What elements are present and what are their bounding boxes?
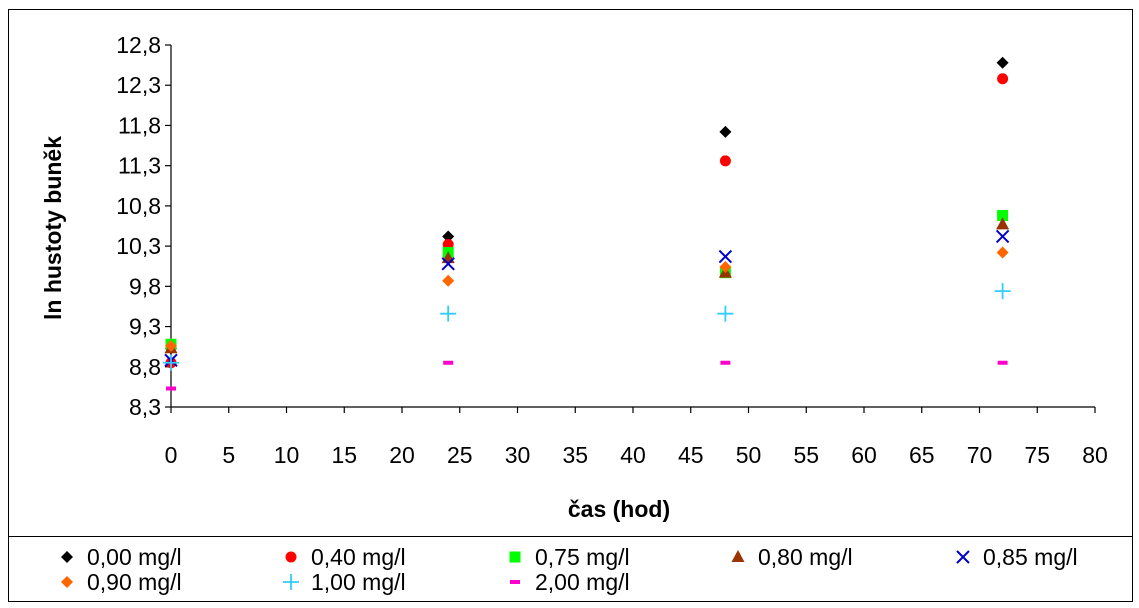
legend-label: 2,00 mg/l (535, 569, 630, 595)
data-point-series-5 (718, 249, 733, 264)
x-axis-title: čas (hod) (568, 496, 670, 522)
data-point-series-5 (995, 229, 1010, 244)
legend-marker-4 (731, 550, 745, 562)
data-point-series-2 (997, 73, 1009, 85)
data-point-series-2 (719, 155, 731, 167)
x-tick-label: 40 (620, 442, 646, 468)
data-point-series-6 (165, 339, 177, 352)
data-point-series-1 (719, 125, 732, 138)
legend-marker-6 (61, 576, 73, 588)
x-tick-label: 15 (331, 442, 357, 468)
legend-marker-3 (509, 551, 521, 563)
data-point-series-7 (440, 305, 457, 322)
data-point-series-6 (719, 261, 732, 274)
data-point-series-1 (996, 56, 1009, 69)
y-tick-label: 9,8 (129, 273, 161, 299)
x-tick-label: 75 (1024, 442, 1050, 468)
legend-label: 0,00 mg/l (87, 544, 182, 570)
chart-frame (8, 9, 1133, 602)
data-point-series-6 (442, 274, 455, 287)
x-tick-label: 0 (165, 442, 178, 468)
x-tick-label: 80 (1082, 442, 1108, 468)
x-tick-label: 35 (562, 442, 588, 468)
legend-marker-7 (283, 574, 299, 590)
y-tick-label: 11,8 (118, 112, 161, 138)
data-point-series-5 (441, 257, 455, 271)
data-point-series-7 (994, 283, 1011, 300)
data-point-series-6 (996, 246, 1009, 259)
data-point-series-7 (163, 354, 179, 371)
legend-label: 0,75 mg/l (535, 544, 630, 570)
legend-label: 0,80 mg/l (758, 544, 853, 570)
legend-label: 1,00 mg/l (311, 569, 406, 595)
legend-label: 0,85 mg/l (983, 544, 1078, 570)
x-tick-label: 25 (447, 442, 473, 468)
x-tick-label: 20 (389, 442, 415, 468)
legend-marker-8 (510, 580, 520, 584)
x-tick-label: 5 (222, 442, 235, 468)
y-tick-label: 9,3 (129, 314, 161, 340)
y-tick-label: 12,3 (116, 72, 161, 98)
data-point-series-8 (997, 360, 1008, 365)
y-tick-label: 10,8 (116, 193, 161, 219)
x-tick-label: 50 (736, 442, 762, 468)
x-tick-label: 65 (909, 442, 935, 468)
data-point-series-8 (720, 360, 731, 365)
legend-label: 0,40 mg/l (311, 544, 406, 570)
data-point-series-4 (996, 217, 1010, 230)
y-tick-label: 12,8 (116, 32, 161, 58)
x-tick-label: 45 (678, 442, 704, 468)
legend-marker-2 (285, 551, 297, 563)
data-point-series-3 (997, 210, 1009, 222)
y-tick-label: 10,3 (116, 233, 161, 259)
legend-marker-5 (956, 550, 970, 564)
x-tick-label: 70 (967, 442, 993, 468)
data-point-series-7 (717, 305, 734, 322)
x-tick-label: 55 (793, 442, 819, 468)
x-tick-label: 60 (851, 442, 877, 468)
x-tick-label: 10 (274, 442, 300, 468)
x-tick-label: 30 (505, 442, 531, 468)
legend-marker-1 (61, 551, 73, 563)
y-tick-label: 8,3 (129, 394, 161, 420)
data-point-series-8 (443, 360, 454, 365)
y-tick-label: 8,8 (129, 354, 161, 380)
y-axis-title: ln hustoty buněk (40, 136, 66, 320)
data-point-series-1 (442, 230, 455, 243)
legend-label: 0,90 mg/l (87, 569, 182, 595)
legend-box (8, 536, 1133, 602)
data-point-series-8 (166, 386, 176, 391)
y-tick-label: 11,3 (118, 153, 161, 179)
